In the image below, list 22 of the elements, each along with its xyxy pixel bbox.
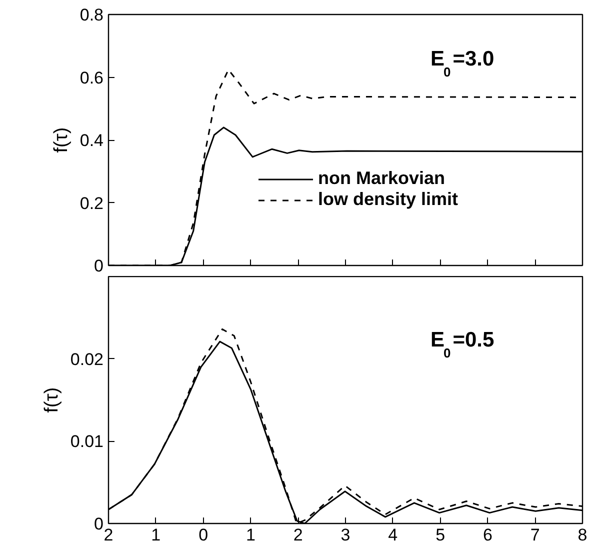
y-tick-label: 0 <box>94 256 104 276</box>
x-tick-label: 8 <box>578 526 588 544</box>
x-tick-label: 0 <box>198 526 208 544</box>
legend-label: non Markovian <box>318 168 446 189</box>
x-tick-label: 3 <box>340 526 350 544</box>
y-tick-label: 0.8 <box>80 6 104 24</box>
y-tick-label: 0.4 <box>80 131 104 150</box>
x-tick-label: 2 <box>104 526 114 544</box>
x-tick-label: 2 <box>293 526 303 544</box>
x-tick-label: 6 <box>482 526 492 544</box>
x-tick-label: 5 <box>436 526 446 544</box>
y-axis-title: f(τ) <box>50 127 72 153</box>
y-tick-label: 0.02 <box>70 350 104 369</box>
y-tick-label: 0.6 <box>80 68 104 88</box>
x-tick-label: 7 <box>530 526 540 544</box>
y-tick-label: 0.01 <box>70 432 104 452</box>
legend-label: low density limit <box>318 189 458 210</box>
x-tick-label: 4 <box>388 526 398 544</box>
x-tick-label: 1 <box>151 526 161 544</box>
y-axis-title: f(τ) <box>41 387 62 413</box>
y-tick-label: 0.2 <box>80 194 104 213</box>
x-tick-label: 1 <box>246 526 256 544</box>
